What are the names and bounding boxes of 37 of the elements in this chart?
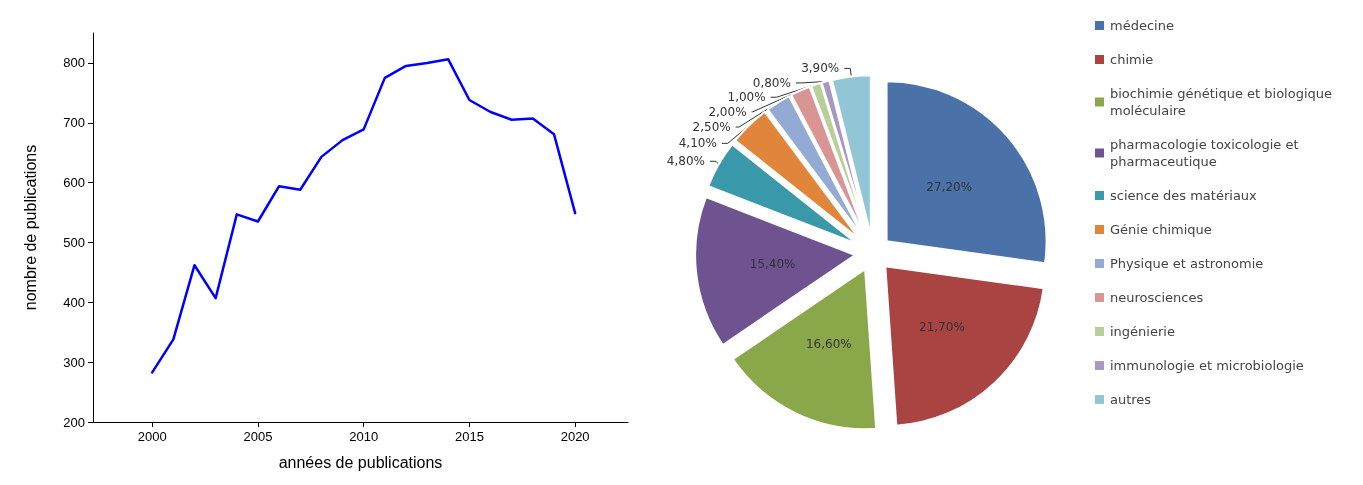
legend-label: Génie chimique <box>1110 222 1212 237</box>
x-tick-label: 2010 <box>349 429 379 444</box>
data-label: 15,40% <box>749 257 796 272</box>
legend-label: science des matériaux <box>1110 188 1258 203</box>
y-tick-label: 500 <box>63 234 85 250</box>
data-label: 3,90% <box>801 61 840 76</box>
y-tick-label: 800 <box>63 55 85 71</box>
data-label: 2,00% <box>708 104 747 119</box>
x-tick-label: 2020 <box>560 429 590 444</box>
y-tick-label: 400 <box>63 294 85 310</box>
legend-label: Physique et astronomie <box>1110 256 1264 271</box>
legend-label: médecine <box>1110 18 1174 33</box>
legend-label: autres <box>1110 392 1152 407</box>
data-label: 1,00% <box>727 90 766 105</box>
y-axis-title: nombre de publications <box>21 144 39 311</box>
line-series <box>150 58 577 374</box>
data-label: 4,80% <box>666 154 705 169</box>
data-label: 0,80% <box>752 75 791 90</box>
legend-label: chimie <box>1110 52 1154 67</box>
data-label: 16,60% <box>805 336 852 351</box>
data-label: 4,10% <box>678 136 717 151</box>
data-label: 21,70% <box>919 319 965 334</box>
legend-label: neurosciences <box>1110 290 1204 305</box>
x-tick-label: 2005 <box>243 429 273 444</box>
legend-label: immunologie et microbiologie <box>1110 358 1304 373</box>
data-label: 27,20% <box>926 179 973 194</box>
legend-label: pharmacologie toxicologie et pharmaceutique <box>1110 137 1303 169</box>
y-tick-label: 300 <box>63 354 85 370</box>
x-axis-title: années de publications <box>278 453 443 471</box>
x-tick-label: 2015 <box>454 429 484 444</box>
legend-label: biochimie génétique et biologique moléculaire <box>1110 86 1337 118</box>
legend-label: ingénierie <box>1110 324 1175 339</box>
y-tick-label: 600 <box>63 175 85 191</box>
data-label: 2,50% <box>692 120 731 135</box>
y-tick-label: 200 <box>63 414 85 430</box>
y-tick-label: 700 <box>63 115 85 131</box>
x-tick-label: 2000 <box>137 429 167 444</box>
